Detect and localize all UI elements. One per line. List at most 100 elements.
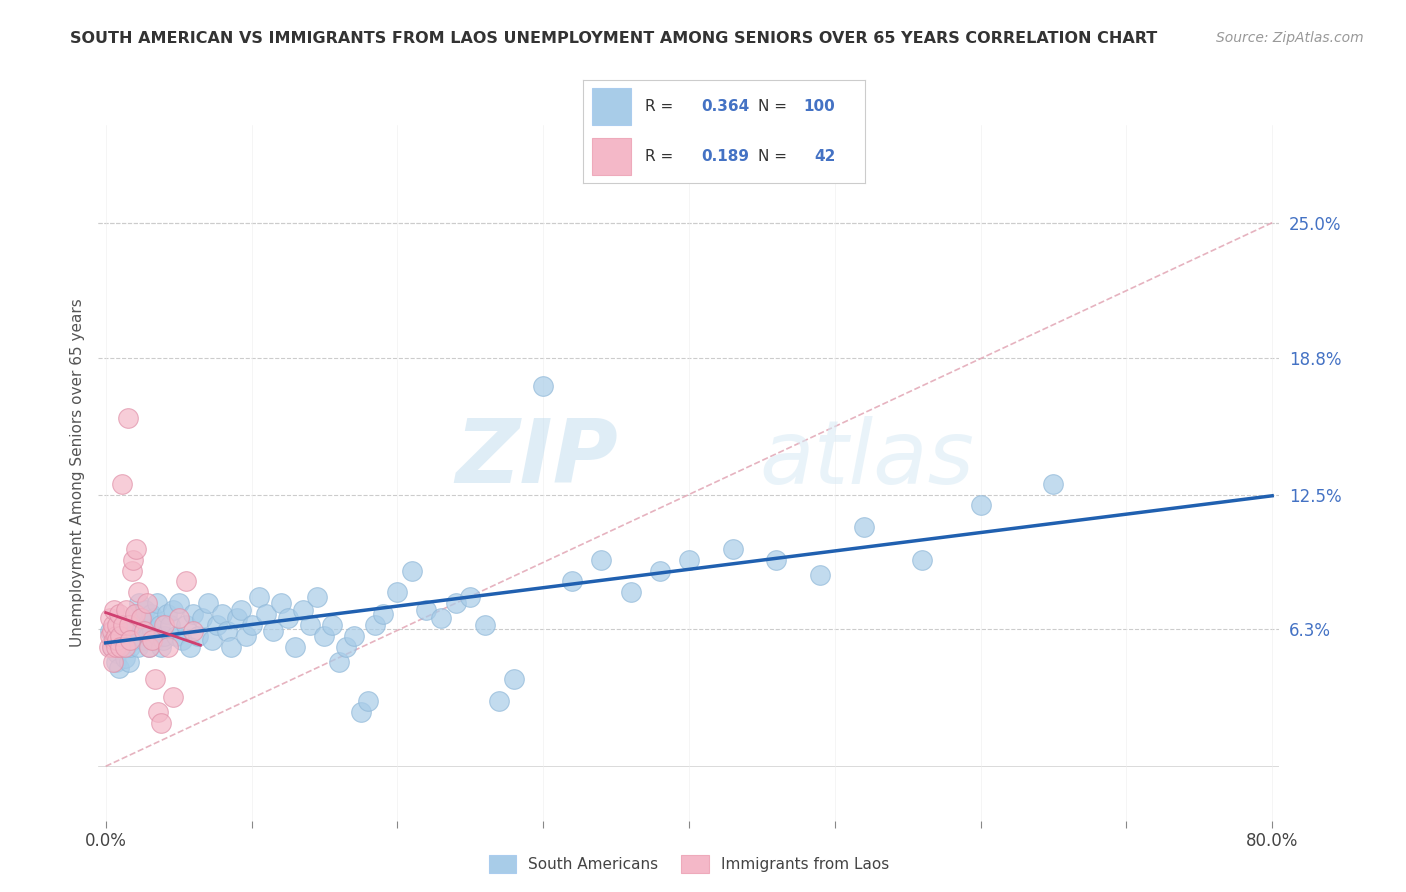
Point bbox=[110, 629, 132, 643]
Point bbox=[141, 633, 163, 648]
Point bbox=[157, 640, 180, 654]
Point bbox=[112, 618, 135, 632]
Point bbox=[136, 629, 159, 643]
Point bbox=[138, 640, 160, 654]
Point bbox=[197, 596, 219, 610]
Point bbox=[350, 705, 373, 719]
Point bbox=[105, 618, 128, 632]
Point bbox=[321, 618, 343, 632]
Point bbox=[721, 541, 744, 556]
Point bbox=[231, 603, 253, 617]
Point bbox=[911, 552, 934, 567]
Point bbox=[371, 607, 394, 621]
Point bbox=[104, 655, 127, 669]
Point bbox=[122, 552, 145, 567]
Point bbox=[100, 640, 122, 654]
Point bbox=[969, 499, 991, 513]
Point bbox=[124, 618, 146, 632]
Point bbox=[98, 611, 121, 625]
Point bbox=[314, 629, 336, 643]
Point bbox=[211, 607, 233, 621]
Point bbox=[298, 618, 321, 632]
Point bbox=[131, 611, 153, 625]
Point bbox=[159, 618, 181, 632]
Point bbox=[118, 655, 141, 669]
Point bbox=[111, 633, 134, 648]
Point bbox=[100, 624, 122, 639]
Point bbox=[254, 607, 277, 621]
Point bbox=[98, 629, 121, 643]
Point bbox=[765, 552, 787, 567]
Point bbox=[284, 640, 307, 654]
Point bbox=[115, 640, 138, 654]
Point bbox=[118, 618, 141, 632]
Point bbox=[101, 618, 124, 632]
Point bbox=[135, 618, 157, 632]
Point bbox=[120, 640, 142, 654]
Point bbox=[117, 624, 139, 639]
FancyBboxPatch shape bbox=[592, 88, 631, 126]
Point bbox=[620, 585, 643, 599]
Text: SOUTH AMERICAN VS IMMIGRANTS FROM LAOS UNEMPLOYMENT AMONG SENIORS OVER 65 YEARS : SOUTH AMERICAN VS IMMIGRANTS FROM LAOS U… bbox=[70, 31, 1157, 46]
Point bbox=[108, 607, 131, 621]
Point bbox=[561, 574, 583, 589]
Point bbox=[143, 673, 166, 687]
Point bbox=[191, 611, 214, 625]
Point bbox=[148, 705, 170, 719]
Text: N =: N = bbox=[758, 99, 792, 114]
Point bbox=[852, 520, 875, 534]
Point bbox=[132, 624, 155, 639]
Point bbox=[105, 633, 128, 648]
Point bbox=[808, 568, 831, 582]
Point bbox=[181, 624, 204, 639]
Text: ZIP: ZIP bbox=[456, 416, 619, 502]
Point bbox=[235, 629, 257, 643]
Point bbox=[103, 603, 125, 617]
Point bbox=[141, 624, 163, 639]
Point bbox=[678, 552, 700, 567]
Point bbox=[474, 618, 496, 632]
Point bbox=[150, 715, 173, 730]
Point bbox=[291, 603, 314, 617]
Point bbox=[152, 633, 174, 648]
Point bbox=[115, 603, 138, 617]
Point bbox=[114, 640, 136, 654]
Point bbox=[104, 629, 127, 643]
Point bbox=[104, 640, 127, 654]
Point bbox=[174, 574, 197, 589]
Point bbox=[179, 640, 201, 654]
Point bbox=[101, 655, 124, 669]
Text: R =: R = bbox=[645, 149, 679, 164]
Point bbox=[240, 618, 263, 632]
Point bbox=[97, 640, 120, 654]
Point bbox=[135, 596, 157, 610]
Point bbox=[149, 618, 172, 632]
Point bbox=[142, 611, 165, 625]
Point bbox=[153, 618, 176, 632]
Text: 42: 42 bbox=[814, 149, 835, 164]
Point bbox=[125, 607, 148, 621]
Point bbox=[488, 694, 510, 708]
Point bbox=[103, 629, 125, 643]
Point bbox=[132, 633, 155, 648]
Point bbox=[103, 633, 125, 648]
Point bbox=[162, 603, 184, 617]
Point bbox=[110, 629, 132, 643]
Point bbox=[165, 629, 187, 643]
Y-axis label: Unemployment Among Seniors over 65 years: Unemployment Among Seniors over 65 years bbox=[69, 299, 84, 647]
Point bbox=[148, 629, 170, 643]
Point bbox=[270, 596, 292, 610]
Point bbox=[167, 596, 190, 610]
Point bbox=[531, 378, 554, 392]
Text: N =: N = bbox=[758, 149, 792, 164]
Point bbox=[134, 603, 156, 617]
Point bbox=[125, 541, 148, 556]
Text: atlas: atlas bbox=[759, 416, 974, 502]
Point bbox=[357, 694, 380, 708]
Point bbox=[128, 596, 150, 610]
Point bbox=[127, 640, 149, 654]
Point bbox=[364, 618, 387, 632]
Point bbox=[110, 640, 132, 654]
Point bbox=[215, 624, 238, 639]
Point bbox=[167, 611, 190, 625]
